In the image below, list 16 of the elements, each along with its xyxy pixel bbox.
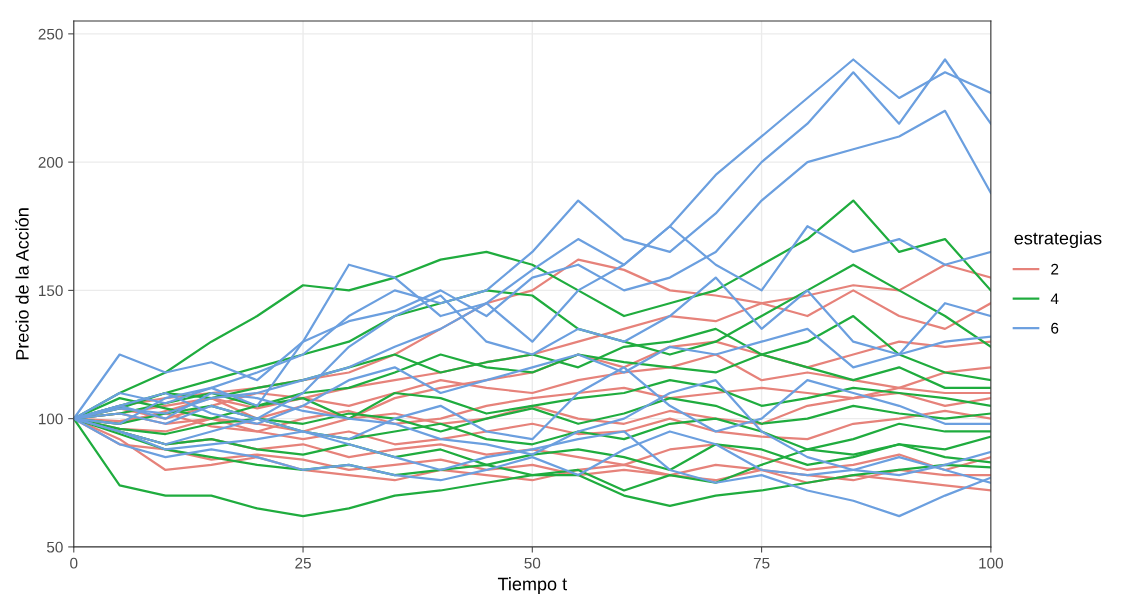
y-axis-title: Precio de la Acción bbox=[15, 208, 29, 360]
x-tick-label: 100 bbox=[979, 557, 1003, 569]
legend-label: 4 bbox=[1050, 293, 1059, 304]
x-tick-label: 0 bbox=[70, 557, 78, 569]
y-tick-label: 150 bbox=[39, 285, 63, 297]
x-axis-title: Tiempo t bbox=[497, 577, 567, 594]
y-tick-label: 250 bbox=[38, 28, 63, 40]
y-tick-label: 50 bbox=[46, 541, 63, 553]
x-tick-label: 50 bbox=[524, 557, 541, 569]
y-tick-label: 200 bbox=[38, 156, 63, 168]
legend-title: estrategias bbox=[1014, 231, 1102, 249]
legend-label: 2 bbox=[1051, 263, 1059, 275]
x-tick-label: 75 bbox=[753, 557, 770, 569]
legend-label: 6 bbox=[1051, 322, 1059, 334]
x-tick-label: 25 bbox=[295, 557, 311, 569]
y-tick-label: 100 bbox=[39, 413, 63, 425]
